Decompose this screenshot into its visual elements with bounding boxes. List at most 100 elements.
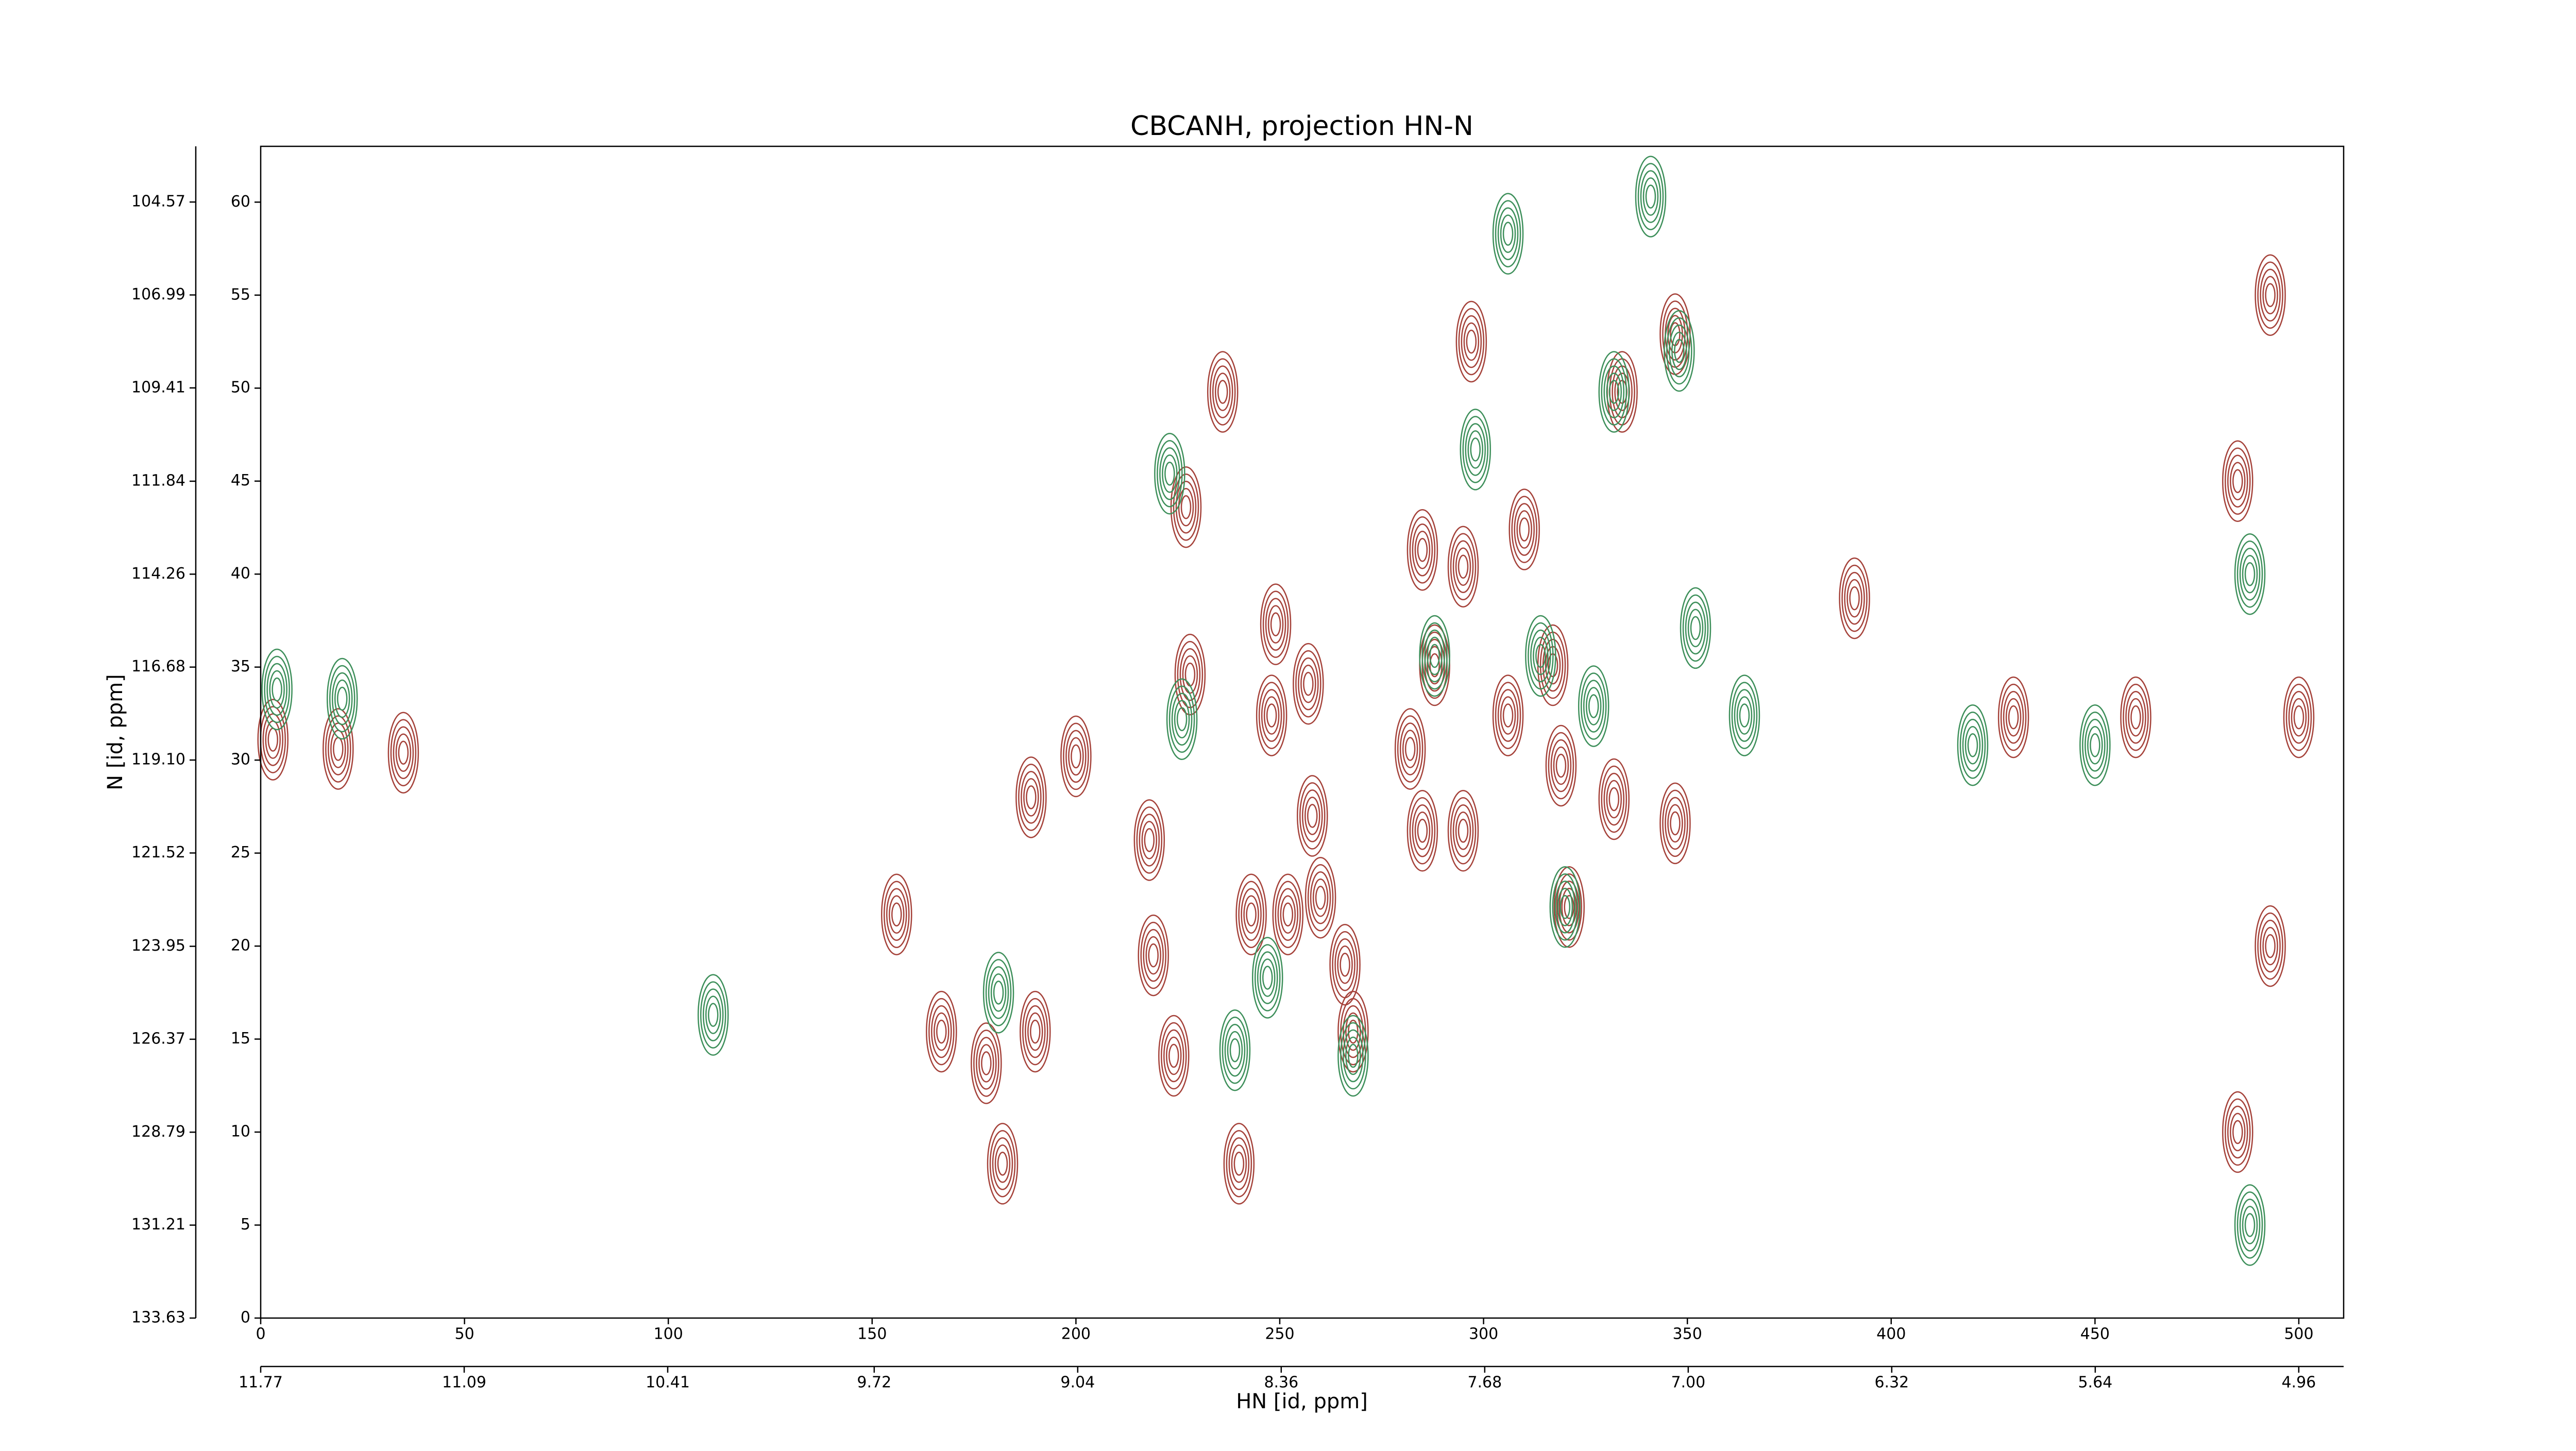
contour-level (1068, 737, 1084, 776)
contour-level (2222, 440, 2253, 522)
contour-level (333, 737, 344, 761)
contour-level (1262, 590, 1289, 658)
contour-level (1734, 689, 1755, 742)
contour-level (2232, 1120, 2243, 1144)
y-tick-label: 40 (231, 565, 250, 583)
contour-level (993, 981, 1004, 1005)
contour-level (1645, 184, 1656, 209)
contour-level (997, 1152, 1008, 1176)
contour-level (1549, 866, 1581, 948)
contour-level (1635, 156, 1667, 238)
contour-level (1427, 636, 1443, 676)
y2-tick-label: 121.52 (131, 843, 185, 862)
contour-level (387, 712, 419, 794)
contour-level (2244, 1213, 2256, 1237)
contour-level (1467, 430, 1484, 469)
contour-level (1404, 737, 1416, 761)
y2-tick-label: 116.68 (131, 657, 185, 676)
contour-level (988, 966, 1009, 1019)
x2-tick-label: 11.09 (442, 1374, 486, 1392)
contour-level (1964, 726, 1981, 765)
contour-level (1535, 644, 1546, 668)
y-tick-label: 20 (231, 937, 250, 955)
contour-level (1685, 601, 1706, 655)
contour-level (1606, 373, 1622, 411)
contour-level (1261, 689, 1282, 742)
contour-level (1844, 571, 1865, 625)
contour-level (1224, 1023, 1246, 1077)
contour-level (267, 728, 278, 752)
contour-level (1071, 744, 1081, 769)
contour-level (1967, 733, 1978, 757)
contour-level (1736, 696, 1753, 735)
contour-level (1065, 730, 1087, 783)
contour-level (266, 663, 287, 716)
contour-level (889, 895, 905, 934)
contour-level (1640, 170, 1662, 223)
contour-level (1233, 1152, 1245, 1176)
contour-level (1583, 680, 1604, 733)
contour-level (1450, 797, 1477, 865)
contour-level (1227, 1031, 1243, 1070)
contour-level (326, 657, 358, 740)
contour-level (1558, 881, 1580, 934)
x-tick-label: 250 (1265, 1325, 1294, 1343)
contour-level (2232, 469, 2243, 493)
contour-level (2262, 276, 2278, 315)
contour-level (1608, 787, 1620, 812)
contour-level (2234, 533, 2266, 615)
contour-level (702, 988, 724, 1041)
contour-level (1217, 380, 1228, 404)
contour-level (1329, 923, 1361, 1006)
contour-level (1564, 895, 1574, 919)
contour-level (1176, 707, 1188, 731)
contour-level (1516, 510, 1532, 549)
contour-level (2128, 698, 2144, 737)
contour-level (1027, 1012, 1043, 1051)
contour-level (390, 719, 417, 786)
contour-level (336, 686, 348, 711)
contour-level (1209, 358, 1236, 426)
contour-level (2236, 1191, 2263, 1259)
contour-level (1606, 351, 1638, 433)
contour-level (2123, 683, 2149, 751)
contour-level (2244, 562, 2256, 586)
x-tick-label: 50 (455, 1325, 474, 1343)
contour-level (978, 1044, 994, 1083)
contour-level (1548, 732, 1574, 800)
contour-level (1260, 583, 1292, 665)
contour-level (707, 1003, 719, 1027)
y-tick-label: 15 (231, 1030, 250, 1048)
contour-level (2225, 1098, 2251, 1166)
contour-level (1175, 480, 1197, 534)
contour-level (2255, 905, 2286, 987)
contour-level (1414, 531, 1431, 569)
contour-level (987, 1123, 1019, 1205)
contour-level (1348, 1019, 1359, 1044)
contour-level (1502, 703, 1514, 728)
contour-level (1429, 653, 1440, 678)
y2-tick-label: 114.26 (131, 565, 185, 583)
contour-level (329, 665, 355, 733)
contour-level (1511, 496, 1537, 563)
contour-level (1251, 937, 1283, 1019)
contour-level (1690, 616, 1701, 640)
contour-level (1337, 945, 1353, 984)
contour-level (1578, 665, 1609, 747)
contour-level (1495, 200, 1521, 267)
contour-level (1060, 715, 1092, 798)
contour-level (1394, 708, 1426, 790)
contour-level (1307, 804, 1318, 828)
contour-level (1223, 1123, 1255, 1205)
contour-level (1310, 871, 1331, 924)
contour-level (2242, 1206, 2258, 1244)
contour-level (261, 648, 293, 731)
contour-level (1267, 605, 1284, 644)
contour-level (2125, 690, 2146, 744)
contour-level (1399, 722, 1421, 775)
contour-level (1470, 437, 1481, 462)
contour-level (1171, 693, 1193, 746)
contour-level (1257, 951, 1278, 1004)
y2-tick-label: 119.10 (131, 751, 185, 769)
